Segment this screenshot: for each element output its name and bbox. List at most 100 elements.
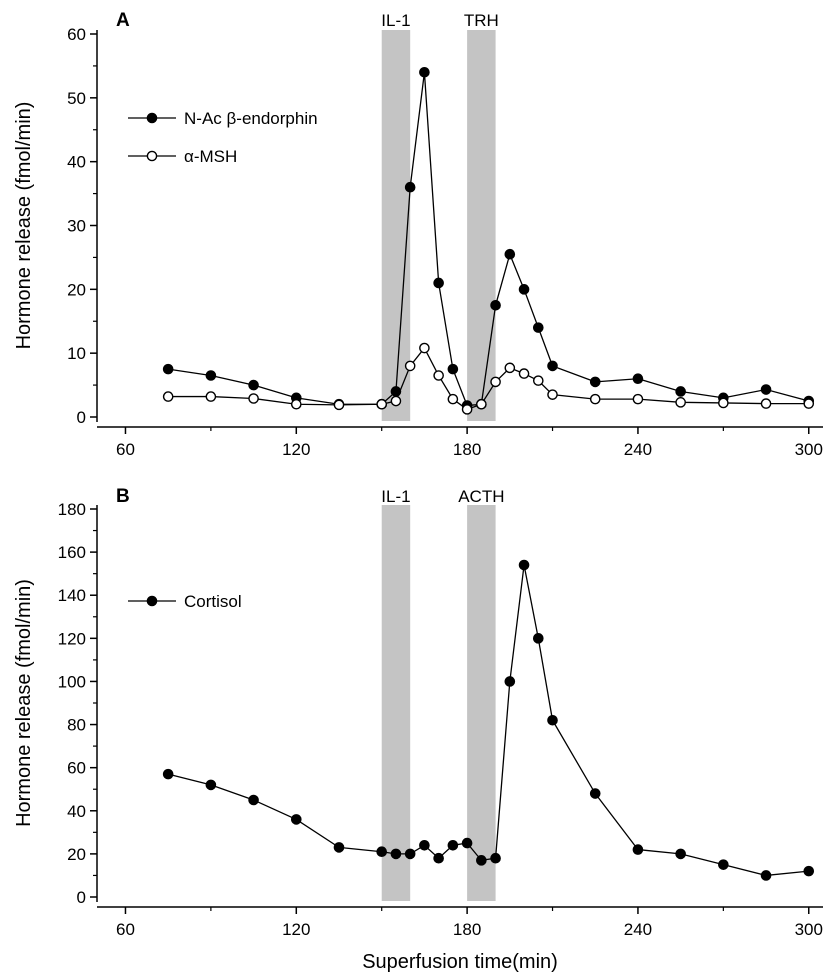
data-point bbox=[490, 852, 501, 864]
data-point bbox=[390, 395, 402, 407]
data-point bbox=[490, 376, 501, 388]
y-tick-label: 20 bbox=[67, 280, 86, 299]
data-point bbox=[461, 837, 473, 849]
data-point bbox=[290, 398, 302, 410]
series-line bbox=[168, 564, 809, 877]
data-point bbox=[404, 848, 416, 860]
y-tick-label: 100 bbox=[58, 672, 86, 691]
x-tick-label: 180 bbox=[453, 440, 481, 459]
y-axis-title: Hormone release (fmol/min) bbox=[13, 579, 35, 827]
data-point bbox=[404, 360, 416, 372]
data-point bbox=[504, 676, 516, 687]
y-tick-label: 180 bbox=[58, 500, 86, 519]
data-point bbox=[547, 714, 558, 726]
data-point bbox=[632, 844, 644, 855]
x-tick-label: 60 bbox=[116, 440, 135, 459]
legend-marker bbox=[146, 595, 158, 607]
series-line bbox=[168, 346, 809, 411]
panel-letter: A bbox=[116, 10, 130, 31]
data-point bbox=[589, 376, 601, 388]
data-point bbox=[433, 277, 444, 289]
y-tick-label: 60 bbox=[67, 759, 86, 778]
x-tick-label: 120 bbox=[282, 440, 310, 459]
y-tick-label: 50 bbox=[67, 89, 86, 108]
data-point bbox=[518, 559, 530, 571]
data-point bbox=[433, 370, 444, 381]
y-tick-label: 0 bbox=[77, 888, 86, 907]
data-point bbox=[333, 399, 345, 411]
data-point bbox=[675, 397, 686, 408]
data-point bbox=[419, 839, 430, 851]
data-point bbox=[248, 393, 259, 404]
series-line bbox=[168, 72, 809, 407]
x-tick-label: 240 bbox=[624, 920, 652, 939]
data-point bbox=[803, 865, 815, 877]
y-tick-label: 80 bbox=[67, 716, 86, 735]
legend-label: N-Ac β-endorphin bbox=[184, 109, 318, 128]
x-tick-label: 60 bbox=[116, 920, 135, 939]
data-point bbox=[162, 391, 174, 402]
x-axis-title: Superfusion time(min) bbox=[362, 951, 558, 973]
data-point bbox=[675, 848, 686, 860]
stimulus-band-label: TRH bbox=[464, 11, 499, 30]
y-tick-label: 40 bbox=[67, 153, 86, 172]
data-point bbox=[419, 67, 430, 78]
data-point bbox=[333, 842, 345, 853]
data-point bbox=[447, 363, 459, 375]
data-point bbox=[547, 389, 558, 400]
y-tick-label: 120 bbox=[58, 629, 86, 648]
data-point bbox=[532, 375, 544, 386]
data-point bbox=[760, 384, 772, 395]
x-tick-label: 240 bbox=[624, 440, 652, 459]
y-tick-label: 140 bbox=[58, 586, 86, 605]
data-point bbox=[504, 248, 516, 260]
data-point bbox=[476, 855, 487, 866]
data-point bbox=[390, 848, 402, 860]
data-point bbox=[205, 391, 217, 402]
data-point bbox=[205, 370, 217, 381]
y-tick-label: 0 bbox=[77, 408, 86, 427]
stimulus-band bbox=[381, 505, 411, 901]
data-point bbox=[248, 379, 259, 391]
data-point bbox=[248, 794, 259, 806]
data-point bbox=[376, 398, 388, 410]
legend-marker bbox=[146, 112, 158, 124]
data-point bbox=[718, 397, 729, 409]
data-point bbox=[404, 181, 416, 193]
data-point bbox=[476, 398, 487, 410]
panel-b: IL-1 ACTH 0 20 40 60 80 100 120 140 160 180 60 120 180… bbox=[13, 486, 823, 939]
y-tick-label: 40 bbox=[67, 802, 86, 821]
data-point bbox=[433, 852, 444, 864]
data-point bbox=[632, 373, 644, 385]
data-point bbox=[532, 322, 544, 333]
stimulus-band-label: IL-1 bbox=[381, 11, 410, 30]
data-point bbox=[376, 846, 388, 858]
data-point bbox=[447, 839, 459, 851]
stimulus-band bbox=[467, 30, 496, 421]
data-point bbox=[518, 368, 530, 379]
x-tick-label: 300 bbox=[795, 440, 823, 459]
data-point bbox=[162, 363, 174, 375]
data-point bbox=[447, 393, 459, 405]
data-point bbox=[718, 859, 729, 870]
stimulus-band-label: ACTH bbox=[458, 487, 504, 506]
x-tick-label: 120 bbox=[282, 920, 310, 939]
data-point bbox=[504, 362, 516, 374]
data-point bbox=[205, 779, 217, 791]
data-point bbox=[490, 299, 501, 311]
stimulus-band bbox=[381, 30, 411, 421]
stimulus-band bbox=[467, 505, 496, 901]
y-axis-title: Hormone release (fmol/min) bbox=[13, 102, 35, 350]
data-point bbox=[162, 768, 174, 780]
panel-a: IL-1 TRH 0 10 20 30 40 50 60 60 120 180 240 300 Hormon… bbox=[13, 10, 823, 459]
y-tick-label: 10 bbox=[67, 344, 86, 363]
stimulus-band-label: IL-1 bbox=[381, 487, 410, 506]
data-point bbox=[532, 633, 544, 644]
data-point bbox=[760, 870, 772, 881]
data-point bbox=[632, 393, 644, 405]
data-point bbox=[290, 814, 302, 825]
data-point bbox=[803, 398, 815, 409]
x-tick-label: 180 bbox=[453, 920, 481, 939]
y-tick-label: 30 bbox=[67, 217, 86, 236]
